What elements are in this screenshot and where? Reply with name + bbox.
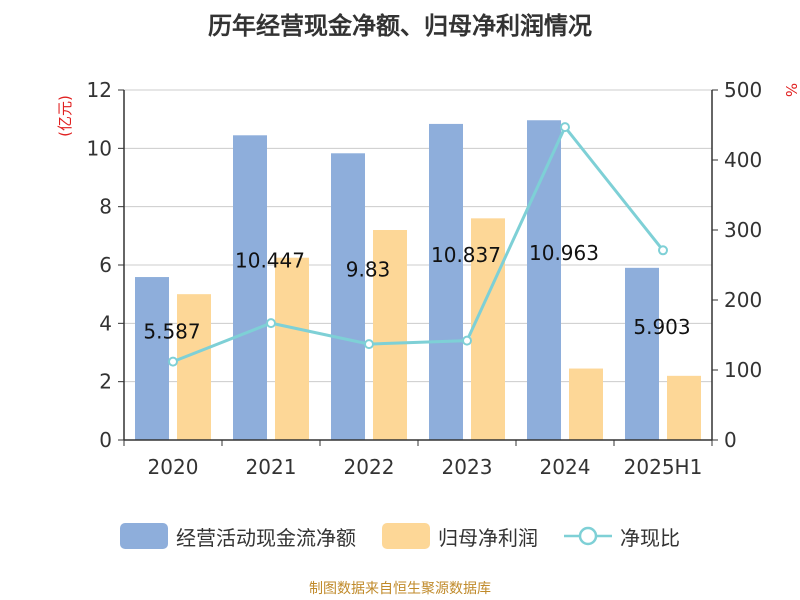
left-tick-label: 0	[99, 428, 112, 452]
left-tick-label: 6	[99, 253, 112, 277]
legend-item-ratio[interactable]: 净现比	[564, 522, 680, 551]
legend-label-net-profit: 归母净利润	[438, 525, 538, 550]
bar-net-profit	[667, 375, 701, 440]
bar-net-profit	[373, 230, 407, 440]
point-ratio	[168, 356, 178, 367]
right-tick-label: 400	[724, 148, 762, 172]
legend-swatch-net-profit	[382, 523, 430, 549]
x-tick-label: 2021	[246, 455, 297, 479]
bar-cashflow	[527, 120, 561, 440]
data-label-cashflow: 10.837	[431, 243, 501, 267]
legend-label-cashflow: 经营活动现金流净额	[176, 525, 356, 550]
point-ratio	[266, 318, 276, 329]
left-tick-label: 4	[99, 311, 112, 335]
left-tick-label: 10	[87, 136, 112, 160]
left-tick-label: 8	[99, 195, 112, 219]
chart-legend: 经营活动现金流净额 归母净利润 净现比	[0, 516, 800, 556]
legend-item-cashflow[interactable]: 经营活动现金流净额	[120, 522, 356, 551]
point-ratio	[462, 335, 472, 346]
x-tick-label: 2025H1	[624, 455, 703, 479]
bar-net-profit	[471, 218, 505, 440]
chart-title: 历年经营现金净额、归母净利润情况	[208, 12, 592, 40]
bar-net-profit	[569, 368, 603, 440]
point-ratio	[658, 245, 668, 256]
x-tick-label: 2024	[540, 455, 591, 479]
legend-swatch-ratio	[564, 526, 612, 546]
right-tick-label: 100	[724, 358, 762, 382]
point-ratio	[560, 122, 570, 133]
bar-cashflow	[429, 123, 463, 440]
bar-net-profit	[177, 294, 211, 440]
chart-plot: 0 2 4 6 8 10 12 0 100 200 300 400 500 (亿元)% 2020 2021 20…	[56, 78, 800, 479]
x-tick-label: 2020	[148, 455, 199, 479]
bar-net-profit	[275, 257, 309, 440]
legend-item-net-profit[interactable]: 归母净利润	[382, 522, 538, 551]
x-tick-label: 2022	[344, 455, 395, 479]
left-tick-label: 12	[87, 78, 112, 102]
point-ratio	[364, 339, 374, 350]
line-ratio	[172, 124, 665, 363]
right-tick-label: 0	[724, 428, 737, 452]
left-axis-label: (亿元)	[56, 95, 74, 137]
data-label-cashflow: 10.963	[529, 241, 599, 265]
bar-cashflow	[331, 153, 365, 440]
source-note: 制图数据来自恒生聚源数据库	[309, 581, 491, 597]
x-tick-label: 2023	[442, 455, 493, 479]
data-label-cashflow: 5.587	[143, 320, 200, 344]
right-tick-label: 300	[724, 218, 762, 242]
data-label-cashflow: 5.903	[633, 315, 690, 339]
legend-swatch-cashflow	[120, 523, 168, 549]
right-tick-label: 200	[724, 288, 762, 312]
data-label-cashflow: 10.447	[235, 249, 305, 273]
data-label-cashflow: 9.83	[346, 258, 391, 282]
left-tick-label: 2	[99, 370, 112, 394]
bar-cashflow	[233, 135, 267, 440]
bar-cashflow	[625, 267, 659, 440]
legend-label-ratio: 净现比	[620, 525, 680, 550]
bar-cashflow	[135, 277, 169, 440]
right-tick-label: 500	[724, 78, 762, 102]
right-axis-label: %	[782, 83, 800, 97]
